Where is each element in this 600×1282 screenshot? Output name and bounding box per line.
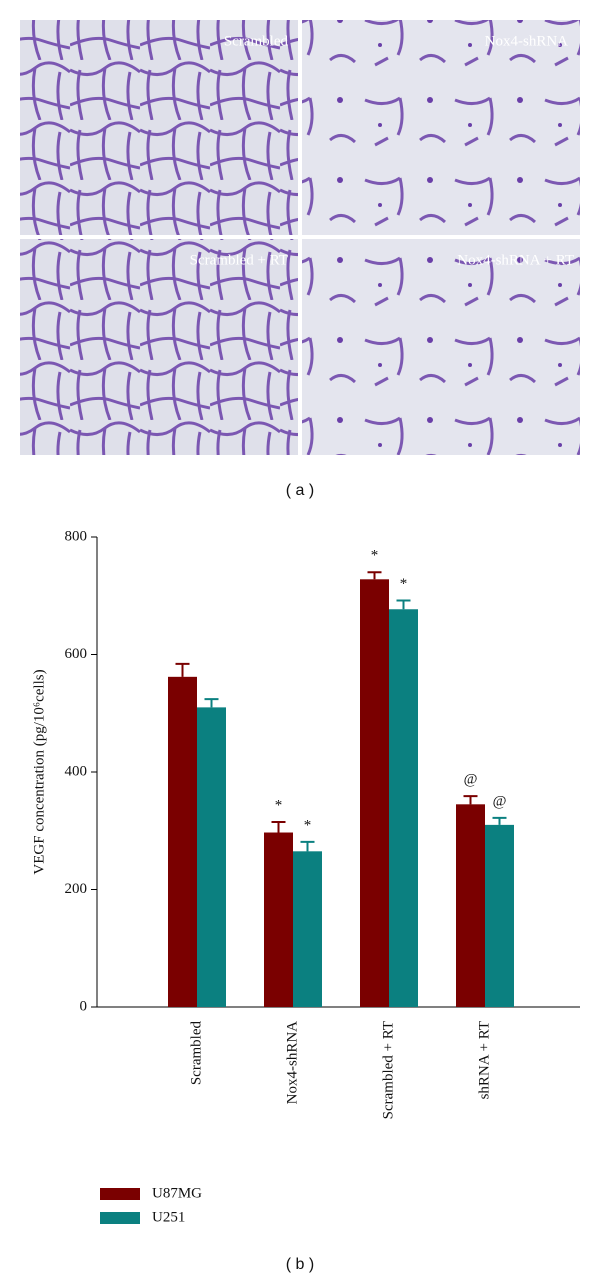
annotation: @: [493, 793, 507, 809]
annotation: @: [464, 772, 478, 788]
bar: [197, 707, 226, 1007]
error-bar: [463, 795, 478, 805]
x-tick-label: Nox4-shRNA: [284, 1021, 300, 1105]
caption: ( a ): [286, 482, 314, 499]
error-bar: [367, 571, 382, 580]
y-axis-label: VEGF concentration (pg/10⁶cells): [31, 669, 47, 874]
annotation: *: [275, 797, 283, 813]
photo: [302, 20, 580, 235]
bar: [485, 824, 514, 1007]
error-bar: [396, 599, 411, 610]
photo: [20, 239, 298, 455]
error-bar: [175, 662, 190, 677]
photo: [20, 20, 298, 235]
y-tick-label: 800: [65, 528, 88, 544]
photo-label: Scrambled + RT: [190, 252, 288, 268]
bar: [360, 579, 389, 1007]
annotation: *: [400, 576, 408, 592]
annotation: *: [304, 817, 312, 833]
legend-swatch: [100, 1212, 140, 1224]
error-bar: [492, 816, 507, 825]
error-bar: [204, 698, 219, 708]
y-tick-label: 200: [65, 881, 88, 897]
bar: [293, 851, 322, 1007]
caption: ( b ): [286, 1256, 314, 1273]
legend-label: U87MG: [152, 1185, 202, 1201]
photo-label: Nox4-shRNA + RT: [457, 252, 574, 268]
bar: [264, 832, 293, 1007]
annotation: *: [371, 548, 379, 564]
x-tick-label: shRNA + RT: [476, 1021, 492, 1099]
photo-label: Nox4-shRNA: [485, 33, 569, 49]
legend-label: U251: [152, 1209, 185, 1225]
error-bar: [271, 820, 286, 833]
photo-label: Scrambled: [224, 33, 289, 49]
error-bar: [300, 840, 315, 852]
bar: [456, 804, 485, 1007]
photo: [302, 239, 580, 455]
y-tick-label: 400: [65, 763, 88, 779]
bar: [389, 609, 418, 1007]
bar: [168, 676, 197, 1007]
x-tick-label: Scrambled: [188, 1021, 204, 1086]
legend-swatch: [100, 1188, 140, 1200]
y-tick-label: 0: [80, 998, 88, 1014]
x-tick-label: Scrambled + RT: [380, 1021, 396, 1119]
y-tick-label: 600: [65, 646, 88, 662]
